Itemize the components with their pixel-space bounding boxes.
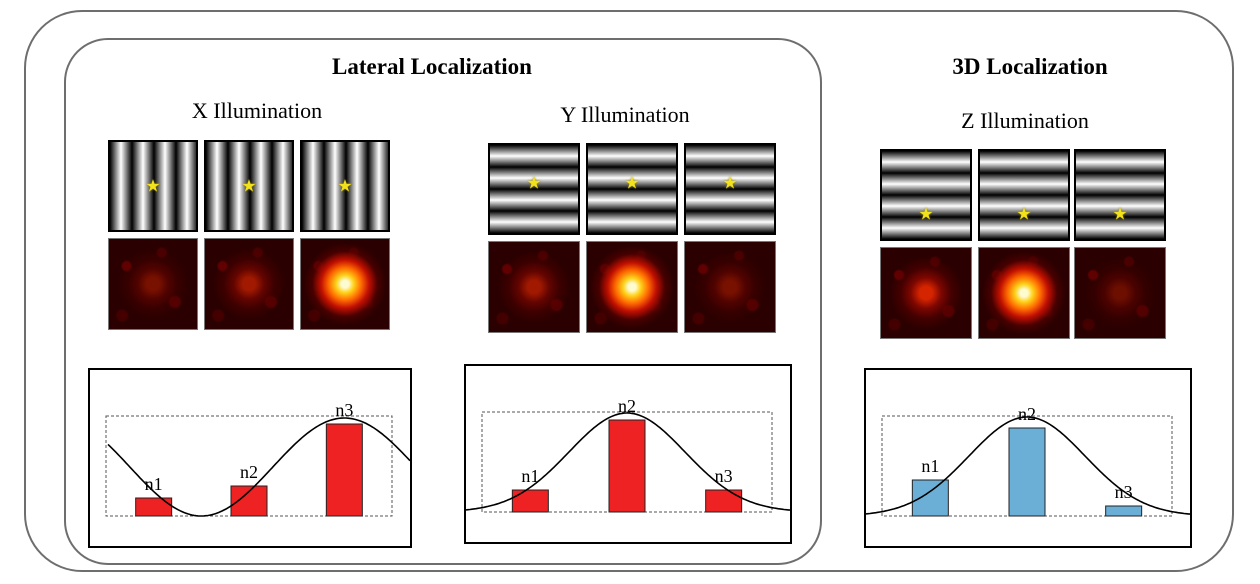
x-illumination-title: X Illumination	[191, 98, 323, 123]
star-icon: ★	[624, 173, 640, 193]
pattern-panel: ★	[300, 140, 390, 232]
star-icon: ★	[1112, 204, 1128, 224]
bar-n2	[1008, 427, 1046, 517]
x-illumination-chart: n1 n2 n3	[88, 368, 412, 548]
z-illumination-chart: n1 n2 n3	[864, 368, 1192, 548]
bar-n2	[608, 419, 646, 513]
star-icon: ★	[241, 176, 257, 196]
bar-label-n1: n1	[521, 466, 539, 486]
pattern-panel: ★	[880, 149, 972, 241]
y-illumination-chart: n1 n2 n3	[464, 364, 792, 544]
pattern-panel: ★	[586, 143, 678, 235]
bar-n3	[1105, 505, 1143, 517]
lateral-frame	[64, 38, 822, 565]
pattern-panel: ★	[204, 140, 294, 232]
bar-n1	[135, 497, 173, 517]
pattern-panel: ★	[1074, 149, 1166, 241]
illumination-curve	[107, 417, 411, 517]
pattern-panel: ★	[978, 149, 1070, 241]
star-icon: ★	[526, 173, 542, 193]
pattern-panel: ★	[488, 143, 580, 235]
bar-label-n2: n2	[240, 462, 258, 482]
bar-label-n2: n2	[618, 396, 636, 416]
pattern-panel: ★	[684, 143, 776, 235]
bar-n3	[325, 423, 363, 517]
star-icon: ★	[918, 204, 934, 224]
y-illumination-chart-svg: n1 n2 n3	[465, 396, 791, 513]
fluorescence-image	[684, 241, 776, 333]
bar-n3	[705, 489, 743, 513]
fluorescence-image	[300, 238, 390, 330]
star-icon: ★	[1016, 204, 1032, 224]
fluorescence-image	[488, 241, 580, 333]
star-icon: ★	[337, 176, 353, 196]
fluorescence-image	[586, 241, 678, 333]
fluorescence-image	[1074, 247, 1166, 339]
star-icon: ★	[722, 173, 738, 193]
fluorescence-image	[204, 238, 294, 330]
bar-n1	[911, 479, 949, 517]
z-illumination-title: Z Illumination	[961, 108, 1089, 133]
x-illumination-chart-svg: n1 n2 n3	[105, 400, 411, 517]
lateral-localization-title: Lateral Localization	[332, 54, 532, 79]
illumination-curve	[465, 412, 791, 511]
plot-frame	[105, 415, 393, 517]
fluorescence-image	[880, 247, 972, 339]
star-icon: ★	[145, 176, 161, 196]
bar-label-n2: n2	[1018, 404, 1036, 424]
illumination-curve	[865, 416, 1191, 515]
y-illumination-title: Y Illumination	[560, 102, 690, 127]
pattern-panel: ★	[108, 140, 198, 232]
bar-n1	[511, 489, 549, 513]
3d-localization-title: 3D Localization	[952, 54, 1108, 79]
bar-label-n3: n3	[715, 466, 733, 486]
outer-frame	[24, 10, 1234, 572]
bar-label-n3: n3	[335, 400, 353, 420]
bar-label-n1: n1	[921, 456, 939, 476]
bar-label-n1: n1	[145, 474, 163, 494]
fluorescence-image	[108, 238, 198, 330]
fluorescence-image	[978, 247, 1070, 339]
